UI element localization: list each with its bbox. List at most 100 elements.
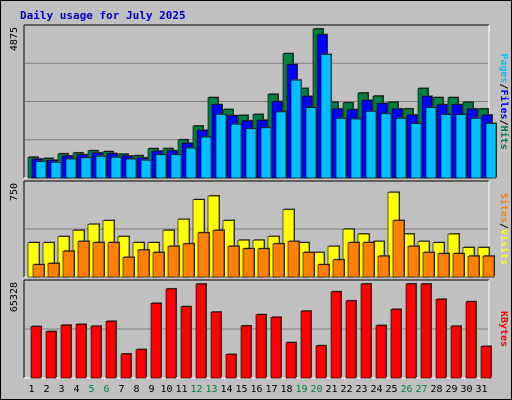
bar-sites-day-6 (107, 242, 120, 278)
bar-kbytes-day-6 (105, 321, 117, 379)
x-tick-label-day-7: 7 (118, 384, 124, 395)
x-tick-label-day-24: 24 (370, 384, 382, 395)
bar-pages-day-28 (440, 114, 452, 179)
bar-sites-day-18 (287, 241, 300, 278)
bar-kbytes-day-17 (270, 316, 282, 379)
x-tick-label-day-1: 1 (28, 384, 34, 395)
bar-pages-day-7 (125, 158, 137, 179)
bar-pages-day-26 (410, 123, 422, 179)
bar-sites-day-28 (437, 253, 450, 278)
bar-sites-day-19 (302, 252, 315, 278)
bar-pages-day-10 (170, 154, 182, 179)
legend-entry: Sites (498, 193, 510, 223)
bar-sites-day-29 (452, 253, 465, 278)
bar-pages-day-21 (335, 118, 347, 179)
bar-sites-day-25 (392, 220, 405, 278)
bar-pages-day-4 (80, 157, 92, 179)
x-tick-label-day-5: 5 (88, 384, 94, 395)
x-tick-label-day-9: 9 (148, 384, 154, 395)
bar-sites-day-26 (407, 246, 420, 278)
bar-kbytes-day-7 (120, 353, 132, 379)
bar-kbytes-day-13 (210, 311, 222, 379)
x-tick-label-day-10: 10 (160, 384, 172, 395)
bar-sites-day-27 (422, 252, 435, 278)
bar-sites-day-12 (197, 232, 210, 278)
bar-pages-day-19 (305, 107, 317, 179)
x-tick-label-day-11: 11 (175, 384, 187, 395)
bar-sites-day-4 (77, 241, 90, 278)
x-tick-label-day-2: 2 (43, 384, 49, 395)
bar-kbytes-day-5 (90, 325, 102, 379)
bar-pages-day-22 (350, 118, 362, 179)
bar-kbytes-day-10 (165, 288, 177, 379)
x-tick-label-day-17: 17 (265, 384, 277, 395)
bar-pages-day-24 (380, 113, 392, 179)
bar-sites-day-17 (272, 243, 285, 278)
legend-entry: Hits (498, 126, 510, 150)
x-tick-label-day-14: 14 (220, 384, 232, 395)
bar-kbytes-day-8 (135, 349, 147, 379)
bar-pages-day-23 (365, 111, 377, 179)
bar-pages-day-1 (35, 161, 47, 179)
bar-kbytes-day-9 (150, 303, 162, 379)
x-tick-label-day-31: 31 (475, 384, 487, 395)
bar-pages-day-9 (155, 154, 167, 179)
x-tick-label-day-15: 15 (235, 384, 247, 395)
bar-pages-day-17 (275, 111, 287, 179)
bar-pages-day-31 (485, 123, 497, 179)
x-tick-label-day-30: 30 (460, 384, 472, 395)
x-tick-label-day-25: 25 (385, 384, 397, 395)
legend-hits-files-pages: Pages/Files/Hits (498, 53, 510, 149)
bar-kbytes-day-3 (60, 324, 72, 379)
x-tick-label-day-22: 22 (340, 384, 352, 395)
bar-pages-day-5 (95, 155, 107, 179)
x-tick-label-day-26: 26 (400, 384, 412, 395)
x-tick-label-day-13: 13 (205, 384, 217, 395)
bar-sites-day-1 (32, 264, 45, 278)
bar-sites-day-3 (62, 250, 75, 278)
x-tick-label-day-3: 3 (58, 384, 64, 395)
bar-kbytes-day-22 (345, 300, 357, 379)
bar-kbytes-day-31 (480, 346, 492, 379)
x-tick-label-day-6: 6 (103, 384, 109, 395)
bar-pages-day-18 (290, 79, 302, 179)
legend-entry: Files (498, 89, 510, 119)
bar-kbytes-day-27 (420, 283, 432, 379)
bar-kbytes-day-29 (450, 325, 462, 379)
bar-kbytes-day-19 (300, 310, 312, 379)
bar-pages-day-16 (260, 127, 272, 179)
x-tick-label-day-27: 27 (415, 384, 427, 395)
bar-sites-day-2 (47, 263, 60, 278)
bar-kbytes-day-23 (360, 283, 372, 379)
bar-kbytes-day-25 (390, 309, 402, 379)
x-tick-label-day-29: 29 (445, 384, 457, 395)
y-axis-max-label: 65328 (9, 282, 20, 312)
bar-pages-day-6 (110, 156, 122, 179)
bar-kbytes-day-14 (225, 354, 237, 379)
bar-sites-day-30 (467, 255, 480, 278)
y-axis-max-label: 750 (9, 183, 20, 201)
bar-kbytes-day-12 (195, 283, 207, 379)
bar-sites-day-23 (362, 242, 375, 278)
bar-sites-day-16 (257, 248, 270, 278)
x-tick-label-day-21: 21 (325, 384, 337, 395)
bar-kbytes-day-4 (75, 324, 87, 379)
bar-kbytes-day-18 (285, 342, 297, 379)
bar-sites-day-8 (137, 249, 150, 278)
bar-sites-day-5 (92, 242, 105, 278)
bar-sites-day-24 (377, 255, 390, 278)
bar-kbytes-day-24 (375, 325, 387, 379)
bar-kbytes-day-28 (435, 298, 447, 379)
x-tick-label-day-18: 18 (280, 384, 292, 395)
bar-pages-day-25 (395, 118, 407, 179)
bar-kbytes-day-21 (330, 291, 342, 379)
bar-kbytes-day-15 (240, 325, 252, 379)
x-tick-label-day-8: 8 (133, 384, 139, 395)
bar-sites-day-20 (317, 264, 330, 278)
bar-kbytes-day-20 (315, 345, 327, 379)
bar-pages-day-30 (470, 118, 482, 179)
bar-pages-day-14 (230, 123, 242, 179)
legend-kbytes: KBytes (498, 311, 509, 347)
x-tick-label-day-19: 19 (295, 384, 307, 395)
